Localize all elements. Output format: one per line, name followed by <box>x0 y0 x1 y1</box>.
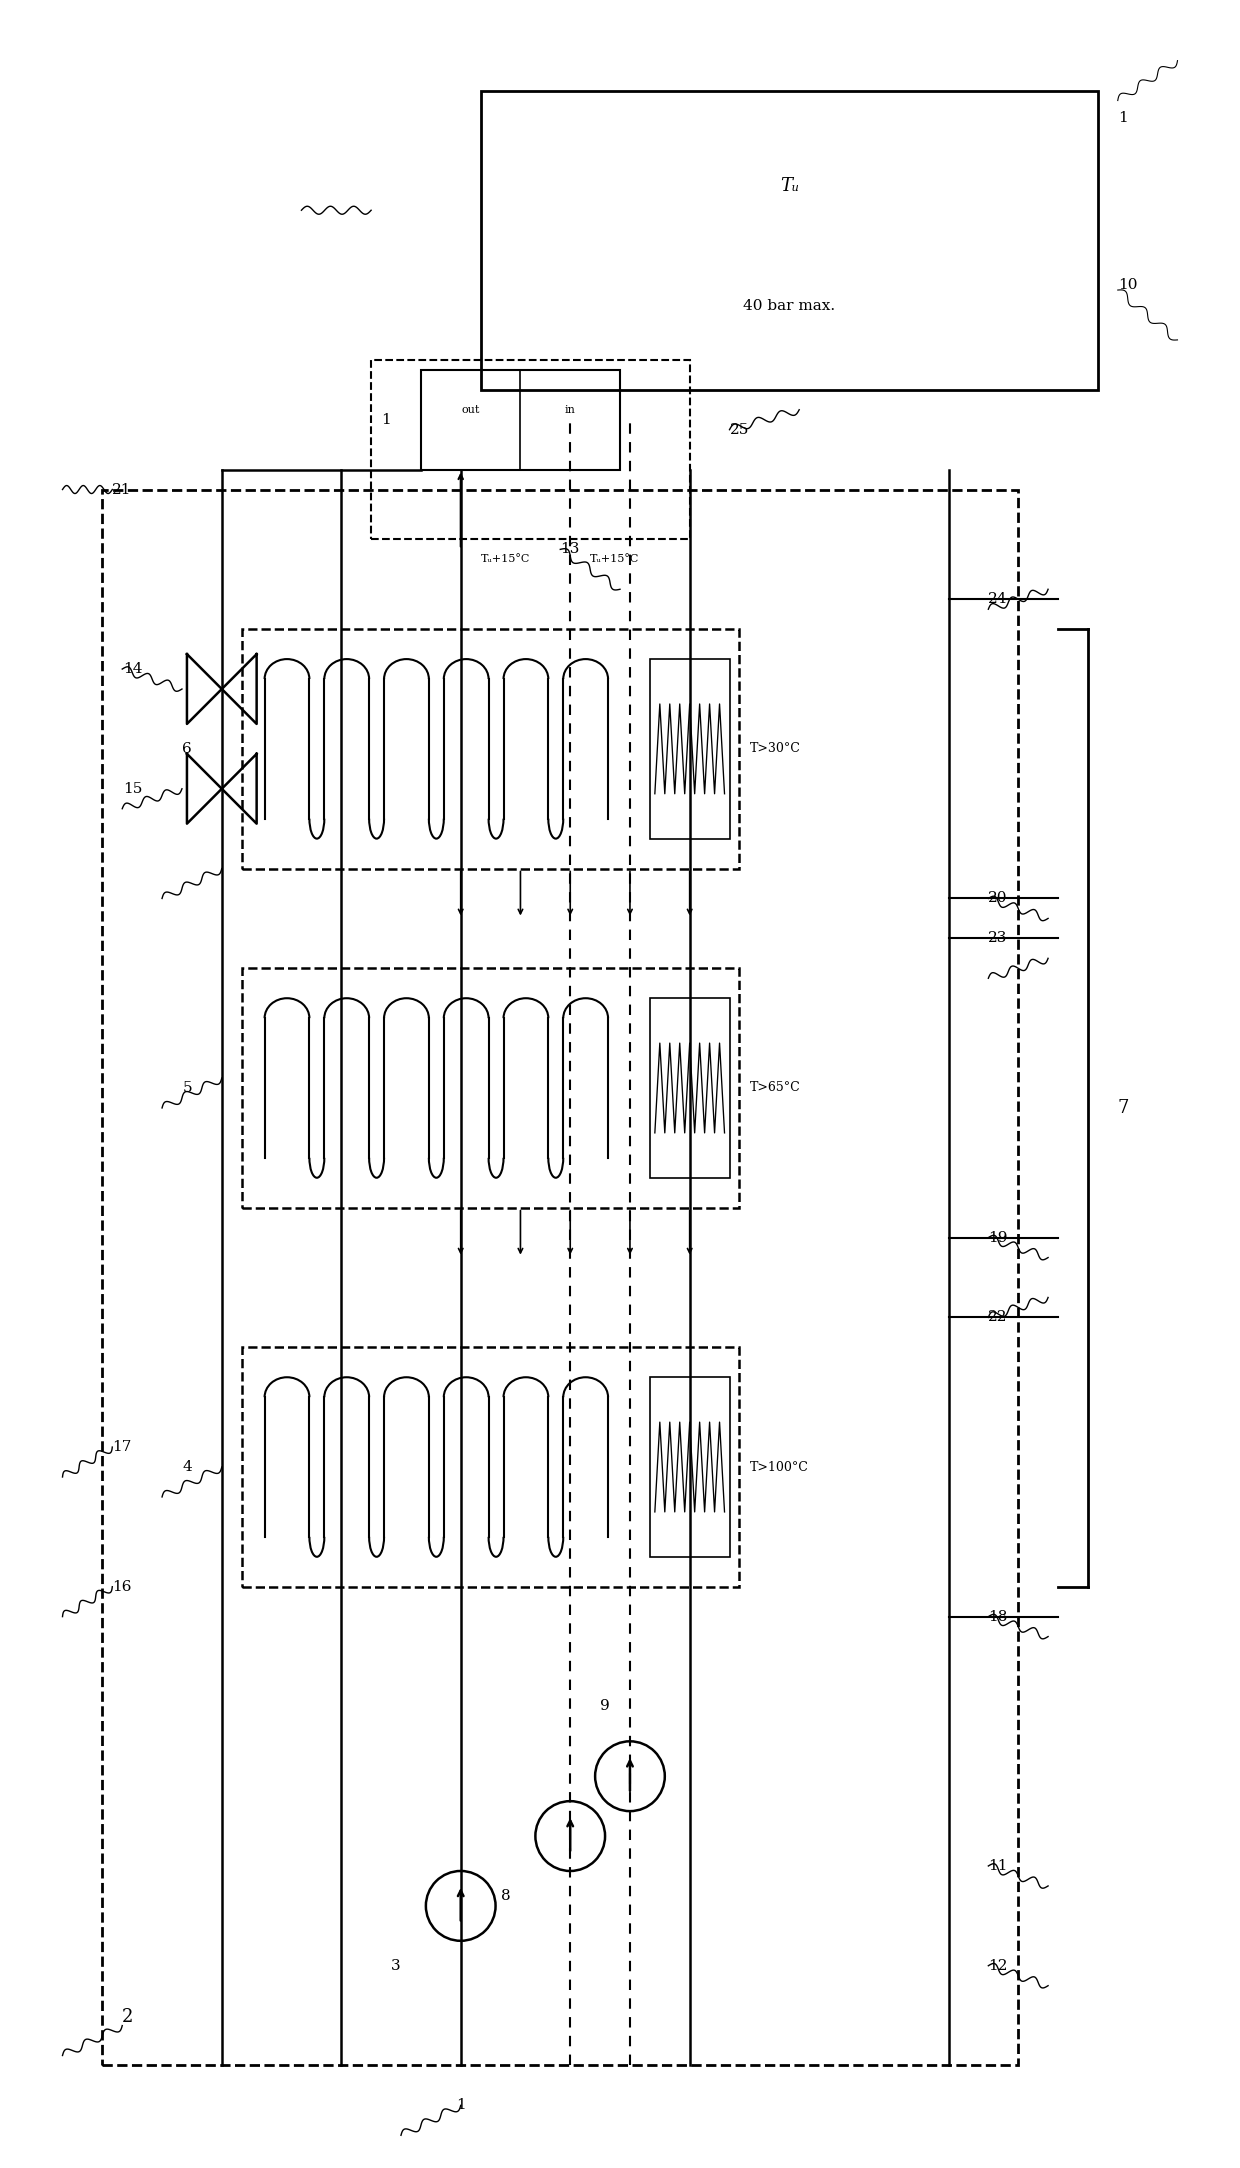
Text: 4: 4 <box>182 1459 192 1474</box>
Text: Tᵤ: Tᵤ <box>780 178 799 195</box>
Text: 3: 3 <box>392 1958 401 1973</box>
Text: T>30°C: T>30°C <box>749 741 800 754</box>
Bar <box>650 659 729 839</box>
Text: 2: 2 <box>123 2008 134 2025</box>
Text: 6: 6 <box>182 741 192 757</box>
Text: 11: 11 <box>988 1858 1008 1873</box>
Text: T>65°C: T>65°C <box>749 1082 800 1095</box>
Text: 10: 10 <box>1117 278 1137 293</box>
Bar <box>481 91 1097 390</box>
Text: 19: 19 <box>988 1231 1008 1244</box>
Bar <box>242 969 739 1208</box>
Text: in: in <box>564 405 575 414</box>
Bar <box>103 490 1018 2066</box>
Text: out: out <box>461 405 480 414</box>
Text: 14: 14 <box>123 661 143 676</box>
Text: 16: 16 <box>113 1580 131 1593</box>
Text: 12: 12 <box>988 1958 1008 1973</box>
Text: Tᵤ+15°C: Tᵤ+15°C <box>481 555 529 564</box>
Text: 13: 13 <box>560 542 579 557</box>
Text: 9: 9 <box>600 1700 610 1713</box>
Text: 20: 20 <box>988 891 1008 906</box>
Bar <box>371 360 689 540</box>
Bar <box>650 997 729 1177</box>
Text: 40 bar max.: 40 bar max. <box>743 299 836 312</box>
Text: T>100°C: T>100°C <box>749 1461 808 1474</box>
Text: 7: 7 <box>1117 1099 1130 1117</box>
Text: 1: 1 <box>456 2099 465 2112</box>
Text: 17: 17 <box>113 1440 131 1455</box>
Text: 25: 25 <box>729 423 749 436</box>
Text: 1: 1 <box>381 412 391 427</box>
Text: 18: 18 <box>988 1609 1008 1624</box>
Text: 8: 8 <box>501 1888 511 1904</box>
Text: Tᵤ+15°C: Tᵤ+15°C <box>590 555 640 564</box>
Bar <box>242 1346 739 1587</box>
Text: 22: 22 <box>988 1309 1008 1325</box>
Text: 23: 23 <box>988 932 1008 945</box>
Bar <box>650 1377 729 1557</box>
Text: 21: 21 <box>113 483 131 496</box>
Text: 1: 1 <box>1117 111 1127 124</box>
Bar <box>420 371 620 470</box>
Bar <box>242 629 739 869</box>
Text: 15: 15 <box>123 783 143 796</box>
Text: 5: 5 <box>182 1082 192 1095</box>
Text: 24: 24 <box>988 592 1008 607</box>
